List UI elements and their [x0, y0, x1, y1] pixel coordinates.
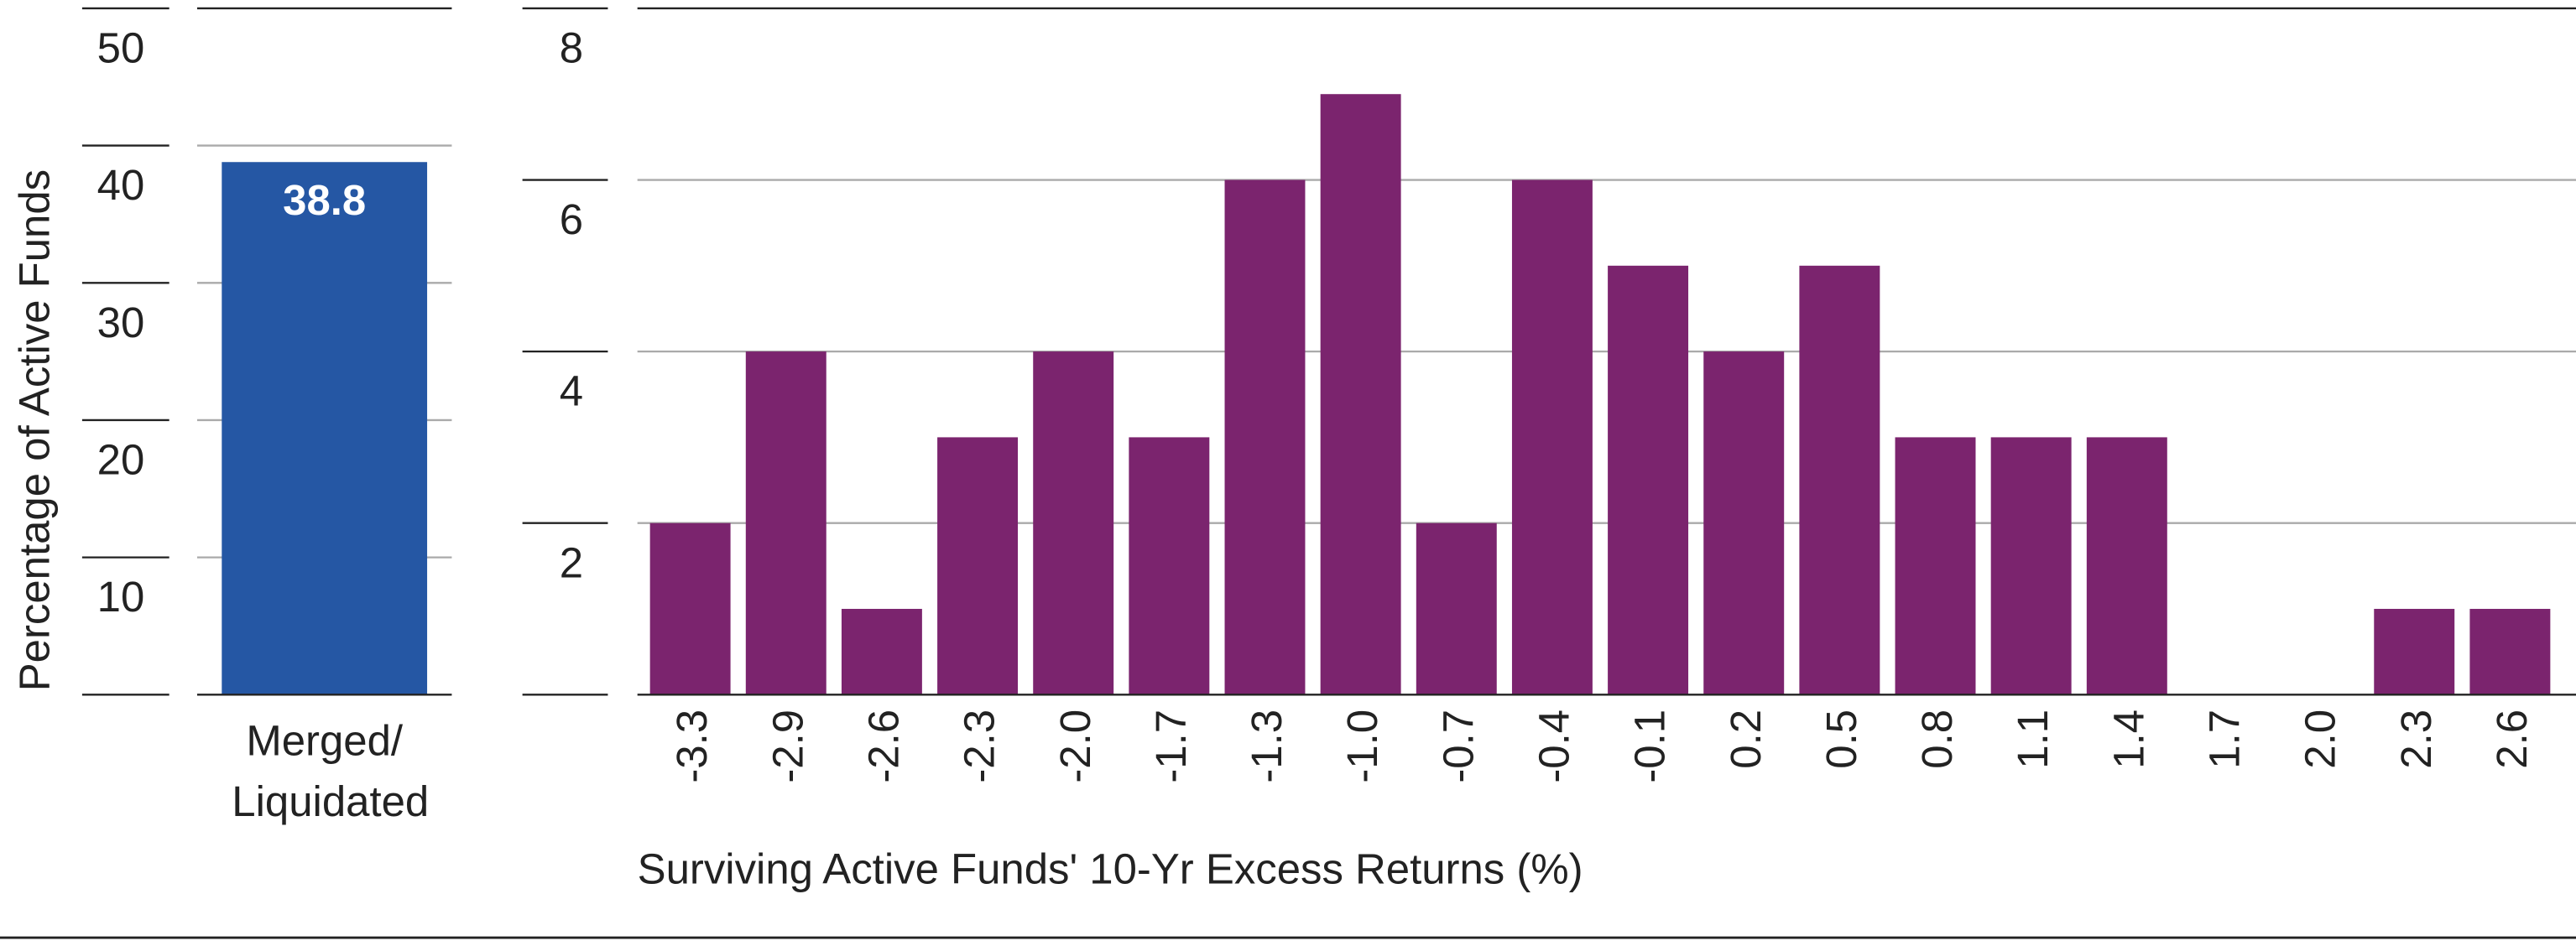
bar: [1895, 437, 1976, 695]
x-tick-label: 2.0: [2297, 710, 2344, 769]
x-tick-label: -1.3: [1243, 710, 1291, 783]
bar: [1320, 94, 1401, 695]
x-axis-title: Surviving Active Funds' 10-Yr Excess Ret…: [638, 845, 1583, 892]
bar: [1416, 522, 1497, 695]
x-tick-label: 0.8: [1913, 710, 1961, 769]
bar: [2469, 609, 2551, 695]
x-tick-label: 0.2: [1722, 710, 1770, 769]
x-tick-label: -3.3: [668, 710, 716, 783]
x-tick-label: -0.7: [1434, 710, 1482, 783]
bar: [1608, 265, 1689, 695]
x-tick-label: -2.0: [1051, 710, 1099, 783]
y-tick-label: 6: [560, 195, 583, 243]
bar: [1703, 351, 1785, 695]
x-tick-label: -2.3: [956, 710, 1004, 783]
y-tick-label: 8: [560, 24, 583, 72]
x-tick-label: 1.4: [2104, 710, 2152, 769]
y-tick-label: 40: [97, 161, 145, 209]
x-tick-label: 1.7: [2201, 710, 2249, 769]
value-label: 38.8: [283, 176, 366, 224]
bar: [1129, 437, 1210, 695]
y-tick-label: 50: [97, 24, 145, 72]
x-tick-label: -0.4: [1530, 710, 1578, 783]
x-tick-label: 2.3: [2392, 710, 2440, 769]
y-axis-title: Percentage of Active Funds: [11, 169, 59, 691]
bar: [1033, 351, 1114, 695]
x-tick-label: -1.0: [1338, 710, 1386, 783]
bar: [1224, 179, 1306, 695]
bar: [937, 437, 1019, 695]
bar: [1990, 437, 2072, 695]
y-tick-label: 20: [97, 436, 145, 484]
x-tick-label: -2.6: [859, 710, 907, 783]
bar: [1511, 179, 1593, 695]
y-tick-label: 10: [97, 573, 145, 621]
y-tick-label: 2: [560, 538, 583, 586]
bar: [2086, 437, 2167, 695]
bar: [649, 522, 731, 695]
x-tick-label: 0.5: [1817, 710, 1865, 769]
x-tick-label: 1.1: [2009, 710, 2057, 769]
x-tick-label: 2.6: [2488, 710, 2536, 769]
bar: [1799, 265, 1880, 695]
bar: [2374, 609, 2455, 695]
bar: [745, 351, 827, 695]
y-tick-label: 4: [560, 367, 583, 415]
x-tick-label: -2.9: [764, 710, 811, 783]
x-tick-label: Merged/ Liquidated: [220, 717, 429, 825]
bar: [222, 162, 428, 695]
x-tick-label: -0.1: [1626, 710, 1674, 783]
y-tick-label: 30: [97, 299, 145, 346]
x-tick-label: -1.7: [1147, 710, 1195, 783]
bar: [841, 609, 922, 695]
